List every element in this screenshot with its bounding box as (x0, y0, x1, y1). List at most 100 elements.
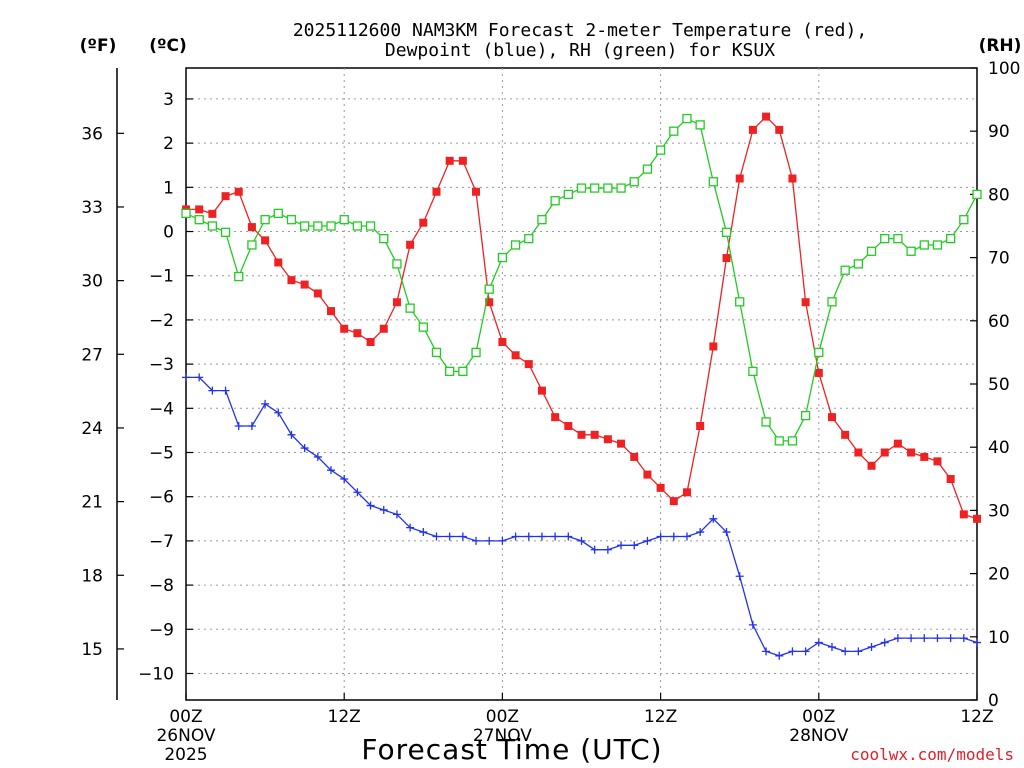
x-tick-label: 00Z (486, 707, 519, 727)
plot-frame (185, 67, 978, 701)
2-meter-temperature-point (867, 461, 876, 470)
rh-unit-label: (RH) (979, 36, 1022, 56)
rh-point (497, 252, 508, 263)
2-meter-temperature-point (590, 430, 599, 439)
x-axis-title: Forecast Time (UTC) (361, 733, 662, 766)
celsius-tick-label: −8 (149, 576, 174, 596)
dewpoint-point (959, 634, 968, 643)
rh-point (787, 436, 798, 446)
fahrenheit-tick-label: 36 (81, 124, 103, 144)
rh-point (880, 233, 890, 244)
chart-title-line2: Dewpoint (blue), RH (green) for KSUX (385, 40, 775, 61)
2-meter-temperature-point (973, 514, 981, 523)
dewpoint-point (445, 532, 454, 541)
dewpoint-point (564, 532, 573, 541)
dewpoint-point (841, 647, 850, 656)
dewpoint-point (511, 532, 520, 541)
dewpoint-point (458, 532, 467, 541)
2-meter-temperature-point (234, 187, 243, 196)
dewpoint-point (603, 545, 612, 554)
x-tick-label: 12Z (328, 707, 361, 727)
dewpoint-point (379, 505, 388, 514)
2-meter-temperature-point (458, 156, 467, 165)
celsius-tick-label: −2 (149, 311, 174, 331)
rh-point (194, 215, 204, 225)
series-layer (181, 112, 982, 660)
fahrenheit-tick-label: 15 (81, 640, 103, 660)
dewpoint-point (392, 510, 401, 519)
dewpoint-point (801, 647, 810, 656)
rh-point (748, 366, 758, 377)
celsius-tick-label: −9 (149, 620, 174, 640)
dewpoint-point (182, 373, 190, 382)
x-date-label: 28NOV (789, 726, 848, 746)
rh-point (471, 347, 481, 358)
rh-point (972, 189, 982, 200)
2-meter-temperature-point (656, 483, 665, 492)
2-meter-temperature-point (801, 298, 810, 307)
rh-point (708, 177, 718, 187)
rh-point (326, 221, 336, 231)
dewpoint-point (827, 642, 836, 651)
dewpoint-point (472, 536, 481, 545)
rh-tick-label: 40 (988, 438, 1010, 458)
dewpoint-point (537, 532, 546, 541)
dewpoint-point (498, 536, 507, 545)
rh-point (537, 215, 547, 225)
2-meter-temperature-point (313, 289, 322, 298)
dewpoint-point (590, 545, 599, 554)
celsius-tick-label: 3 (163, 90, 174, 110)
credit-label: coolwx.com/models (850, 745, 1014, 764)
dewpoint-point (775, 651, 784, 660)
rh-point (735, 297, 745, 307)
rh-tick-label: 70 (988, 249, 1010, 269)
rh-point (774, 436, 784, 446)
rh-point (721, 227, 732, 237)
2-meter-temperature-point (340, 324, 349, 333)
dewpoint-point (485, 536, 494, 545)
2-meter-temperature-point (432, 187, 441, 196)
rh-tick-label: 30 (988, 501, 1010, 521)
2-meter-temperature-point (630, 452, 639, 461)
rh-point (550, 196, 560, 206)
2-meter-temperature-point (933, 457, 942, 466)
dewpoint-point (748, 620, 757, 629)
2-meter-temperature-point (775, 125, 784, 134)
rh-point (959, 215, 969, 225)
dewpoint-point (762, 647, 771, 656)
dewpoint-point (366, 501, 375, 510)
rh-point (853, 259, 863, 269)
rh-point (181, 208, 191, 219)
rh-point (906, 246, 916, 256)
2-meter-temperature-point (748, 125, 757, 134)
rh-point (431, 347, 442, 358)
rh-tick-label: 0 (988, 691, 999, 711)
rh-point (260, 215, 270, 225)
2-meter-temperature-point (577, 430, 586, 439)
rh-tick-label: 80 (988, 185, 1010, 205)
fahrenheit-tick-label: 24 (81, 419, 103, 439)
rh-point (445, 366, 455, 377)
2-meter-temperature-point (959, 510, 968, 519)
celsius-tick-label: −4 (149, 399, 174, 419)
x-year-label: 2025 (164, 745, 207, 765)
rh-point (405, 303, 415, 313)
celsius-tick-label: −7 (149, 532, 174, 552)
dewpoint-point (788, 647, 797, 656)
2-meter-temperature-point (485, 298, 494, 307)
dewpoint-point (234, 421, 243, 430)
rh-point (603, 183, 613, 193)
2-meter-temperature-point (472, 187, 481, 196)
rh-point (827, 297, 837, 307)
rh-tick-label: 20 (988, 565, 1010, 585)
2-meter-temperature-point (814, 368, 823, 377)
2-meter-temperature-point (221, 192, 230, 201)
rh-point (800, 410, 811, 421)
rh-point (761, 417, 771, 427)
dewpoint-point (867, 642, 876, 651)
2-meter-temperature-point (353, 329, 362, 338)
celsius-tick-label: −10 (138, 664, 174, 684)
2-meter-temperature-point (261, 236, 270, 245)
fahrenheit-tick-label: 21 (81, 493, 103, 513)
2-meter-temperature-point (564, 421, 573, 430)
